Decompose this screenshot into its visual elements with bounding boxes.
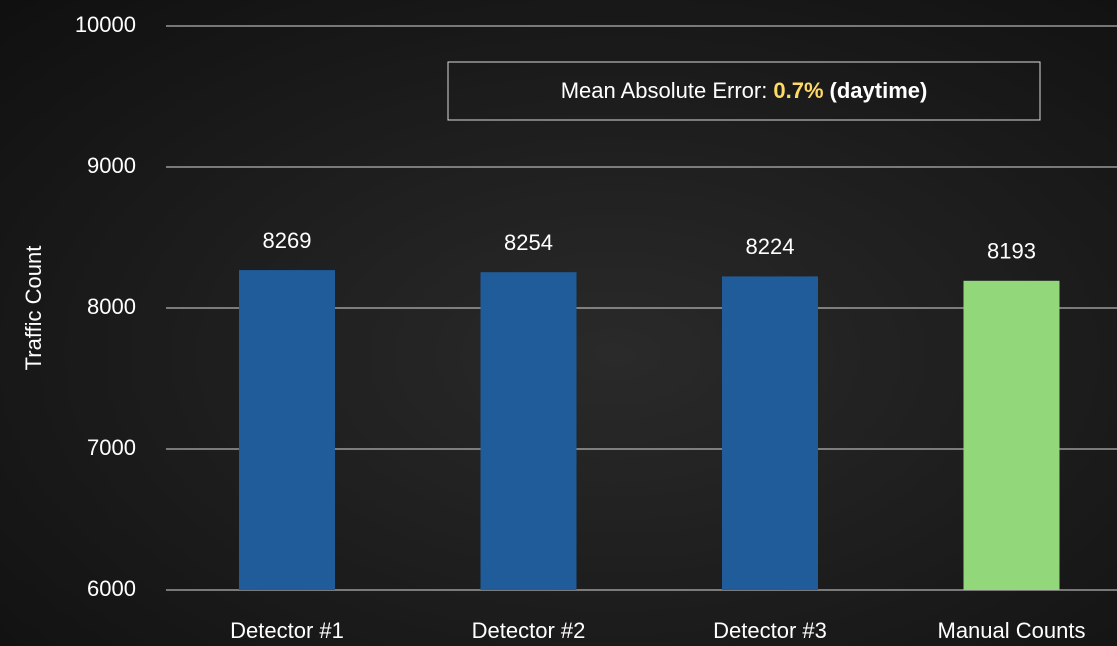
bar [480, 272, 577, 590]
data-label: 8269 [263, 228, 312, 253]
annotation-label: Mean Absolute Error: [561, 78, 768, 103]
annotation-value: 0.7% [773, 78, 823, 103]
x-tick-label: Manual Counts [938, 618, 1086, 643]
x-tick-label: Detector #1 [230, 618, 344, 643]
y-axis-label: Traffic Count [21, 246, 46, 371]
data-label: 8254 [504, 230, 553, 255]
y-tick-label: 7000 [87, 435, 136, 460]
y-tick-label: 10000 [75, 12, 136, 37]
x-tick-label: Detector #3 [713, 618, 827, 643]
annotation-box [447, 61, 1041, 121]
bar [239, 270, 335, 590]
data-label: 8224 [746, 234, 795, 259]
x-tick-label: Detector #2 [472, 618, 586, 643]
annotation-note: (daytime) [830, 78, 928, 103]
bar [963, 280, 1060, 590]
bar [722, 276, 818, 590]
y-tick-label: 9000 [87, 153, 136, 178]
annotation: Mean Absolute Error: 0.7% (daytime) [561, 78, 928, 103]
data-label: 8193 [987, 239, 1036, 264]
y-tick-label: 8000 [87, 294, 136, 319]
y-tick-label: 6000 [87, 576, 136, 601]
